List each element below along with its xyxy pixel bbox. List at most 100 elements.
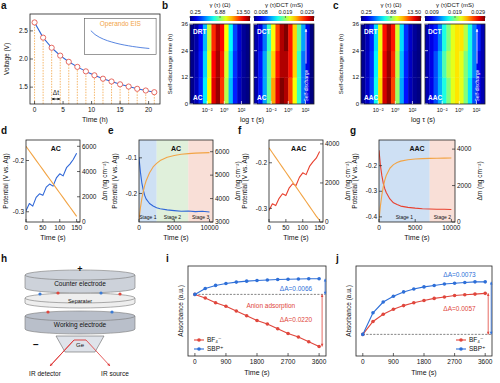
colorbar-tick <box>190 16 191 18</box>
annotation: AAC <box>409 145 424 152</box>
x-tick <box>415 219 416 222</box>
y2-tick <box>77 146 80 147</box>
heat-cell <box>468 24 473 51</box>
heat-cell <box>220 24 225 51</box>
y-tick <box>425 50 428 51</box>
heat-cell <box>404 24 409 51</box>
plot-frame <box>139 140 213 222</box>
y2-tick <box>210 151 213 152</box>
y-tick <box>26 211 29 212</box>
y2-tick <box>452 185 455 186</box>
page: 051015201.52.02.5Time (h)Voltage (V)aOpe… <box>0 0 500 383</box>
stage-label: Stage 1 <box>396 214 413 220</box>
x-tick-label: 10⁰ <box>284 107 293 113</box>
heat-cell <box>220 77 225 104</box>
x-axis-label: log τ (s) <box>411 116 435 124</box>
heat-cell <box>446 24 451 51</box>
figure: 051015201.52.02.5Time (h)Voltage (V)aOpe… <box>0 0 500 383</box>
y-tick <box>30 59 33 60</box>
polarity-sign: + <box>77 264 82 274</box>
colorbar-tick <box>421 16 422 18</box>
heat-cell <box>417 51 421 78</box>
heat-cell <box>275 77 280 104</box>
data-point <box>443 295 447 299</box>
heat-cell <box>275 51 280 78</box>
y2-tick-label: 0 <box>457 218 461 225</box>
heat-cell <box>280 77 285 104</box>
heat-cell <box>412 51 417 78</box>
plot-area <box>361 280 491 336</box>
data-point <box>135 86 140 91</box>
y-axis-label: Potential (V vs. Ag) <box>241 153 249 208</box>
heat-cell <box>246 51 250 78</box>
x-tick-label: 2700 <box>281 358 296 365</box>
colorbar-tick <box>254 16 255 18</box>
series-line <box>363 293 485 334</box>
heat-cell <box>241 24 246 51</box>
heat-cell <box>220 51 225 78</box>
plot-area <box>26 146 77 216</box>
annotation: AAC <box>364 94 378 101</box>
stage-label: Stage 2 <box>164 214 181 220</box>
heat-cell <box>455 77 460 104</box>
x-tick <box>393 353 394 356</box>
y-tick <box>361 24 364 25</box>
heat-cell <box>395 24 400 51</box>
x-tick-label: 0 <box>361 358 365 365</box>
heat-cell <box>280 51 285 78</box>
stage-band <box>157 140 189 222</box>
annotation: Self-discharge <box>474 69 480 101</box>
data-point <box>193 293 197 297</box>
y-tick <box>30 87 33 88</box>
chart-panel: 050100150-0.3-0.20200040006000Time (s)Po… <box>1 125 109 242</box>
heat-cell <box>481 24 485 51</box>
y-tick <box>361 50 364 51</box>
drop-line <box>102 79 103 104</box>
plot-frame <box>190 24 250 104</box>
x-tick <box>451 219 452 222</box>
data-point <box>75 64 80 69</box>
x-tick <box>424 353 425 356</box>
self-discharge-arrow <box>477 29 478 64</box>
panel-letter: a <box>1 0 7 11</box>
heat-cell <box>233 24 238 51</box>
y2-tick-label: 4000 <box>215 195 230 202</box>
x-tick <box>288 101 289 104</box>
heat-cell <box>382 24 387 51</box>
data-point <box>203 287 207 291</box>
chart-panel: 0900180027003600Time (s)Absorbance (a.u.… <box>335 253 493 377</box>
data-point <box>432 284 436 288</box>
heat-cell <box>404 77 409 104</box>
data-point <box>297 335 301 339</box>
heat-cell <box>297 77 302 104</box>
heat-cell <box>412 24 417 51</box>
series-line <box>139 158 209 212</box>
heatmap-panel: 10⁻²10⁰10²0.0080.0190.029γ (τ)DCT (mS)DC… <box>254 2 314 113</box>
colorbar-tick-label: 6.88 <box>386 9 397 15</box>
arrow-head <box>52 98 55 101</box>
y-tick-label: -0.1 <box>126 154 138 161</box>
drop-line <box>68 62 69 104</box>
x-tick <box>207 101 208 104</box>
arrow-head <box>490 282 493 285</box>
heat-cell <box>199 51 204 78</box>
legend-item: BF₄⁻ <box>194 336 221 343</box>
y2-tick <box>320 182 323 183</box>
heat-cell <box>288 77 293 104</box>
heat-cell <box>224 77 229 104</box>
heat-cell <box>233 51 238 78</box>
y-tick <box>425 104 428 105</box>
heat-cell <box>451 24 456 51</box>
data-point <box>297 277 301 281</box>
x-tick-label: 10⁻² <box>202 107 213 113</box>
x-tick-label: 0 <box>137 224 141 231</box>
heat-cell <box>408 77 413 104</box>
heat-cell <box>284 24 289 51</box>
colorbar-tick <box>314 16 315 18</box>
data-point <box>126 84 131 89</box>
panel-letter: b <box>162 0 168 11</box>
data-point <box>361 333 365 337</box>
inset-frame <box>85 19 157 55</box>
data-point <box>422 299 426 303</box>
x-tick <box>148 101 149 104</box>
